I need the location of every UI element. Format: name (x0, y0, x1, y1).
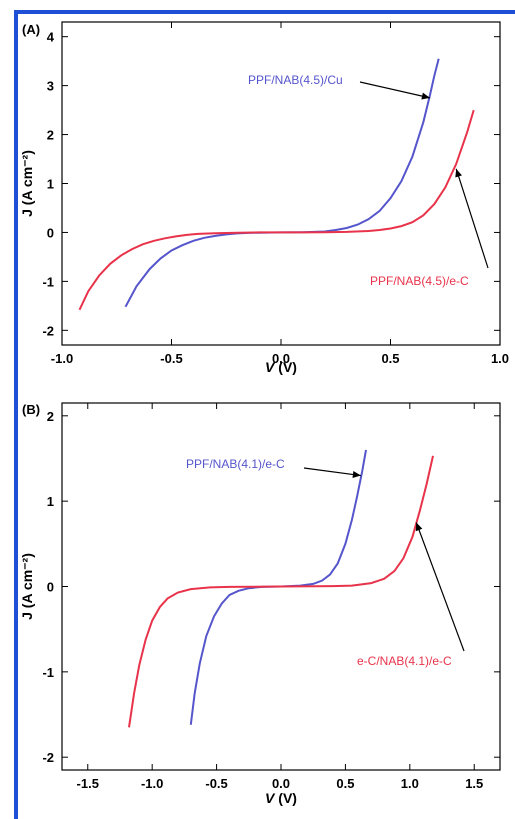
x-tick-label: 1.0 (401, 776, 419, 791)
x-tick-label: -0.5 (205, 776, 227, 791)
x-tick-label: -1.0 (51, 351, 73, 366)
x-tick-label: -0.5 (160, 351, 182, 366)
y-tick-label: 4 (47, 30, 55, 45)
x-tick-label: 0.5 (336, 776, 354, 791)
x-tick-label: -1.5 (77, 776, 99, 791)
annotation-arrow (303, 467, 361, 477)
annotation-label: PPF/NAB(4.1)/e-C (186, 457, 285, 471)
series-line-blue (124, 58, 440, 308)
y-tick-label: 1 (47, 494, 54, 509)
arrow-head (352, 471, 361, 478)
chart-panel-1: -1.0 -0.5 0.0 0.5 1.0 -2 -1 0 1 2 3 4 V (V) J (A cm⁻²… (19, 21, 509, 375)
y-tick-label: -1 (42, 274, 54, 289)
arrow-head (415, 522, 423, 532)
y-axis-title: J (A cm⁻²) (19, 150, 35, 217)
annotation-label: PPF/NAB(4.5)/Cu (248, 73, 343, 87)
x-tick-label: 0.0 (272, 776, 290, 791)
y-tick-label: 2 (47, 128, 54, 143)
x-axis-title: V (V) (265, 359, 297, 375)
chart-panel-2: -1.5 -1.0 -0.5 0.0 0.5 1.0 1.5 -2 -1 0 1 2 V (V) J (A… (19, 402, 501, 806)
y-tick-label: -2 (42, 750, 54, 765)
frame-left-border (14, 10, 18, 819)
x-tick-label: 0.0 (272, 351, 290, 366)
x-tick-label: 1.0 (491, 351, 509, 366)
x-tick-label: 1.5 (465, 776, 483, 791)
y-tick-label: 0 (47, 580, 54, 595)
series-line-red (128, 455, 434, 728)
panel-label: (B) (22, 402, 40, 417)
x-axis-title: V (V) (265, 790, 297, 806)
panel-label: (A) (22, 22, 40, 37)
y-tick-label: 0 (47, 225, 54, 240)
y-tick-label: -2 (42, 323, 54, 338)
arrow-head (421, 92, 430, 100)
annotation-arrow (455, 168, 489, 269)
annotation-label: e-C/NAB(4.1)/e-C (357, 654, 452, 668)
y-tick-label: -1 (42, 665, 54, 680)
y-tick-label: 3 (47, 79, 54, 94)
y-tick-label: 2 (47, 409, 54, 424)
annotation-arrow (359, 81, 431, 99)
frame-top-border (14, 10, 515, 14)
x-tick-label: 0.5 (381, 351, 399, 366)
y-axis-title: J (A cm⁻²) (19, 553, 35, 620)
x-tick-label: -1.0 (141, 776, 163, 791)
series-line-red (78, 109, 475, 311)
y-tick-label: 1 (47, 177, 54, 192)
arrow-head (455, 168, 462, 178)
annotation-label: PPF/NAB(4.5)/e-C (370, 274, 469, 288)
plot-frame (61, 21, 501, 346)
annotation-arrow (415, 522, 465, 652)
